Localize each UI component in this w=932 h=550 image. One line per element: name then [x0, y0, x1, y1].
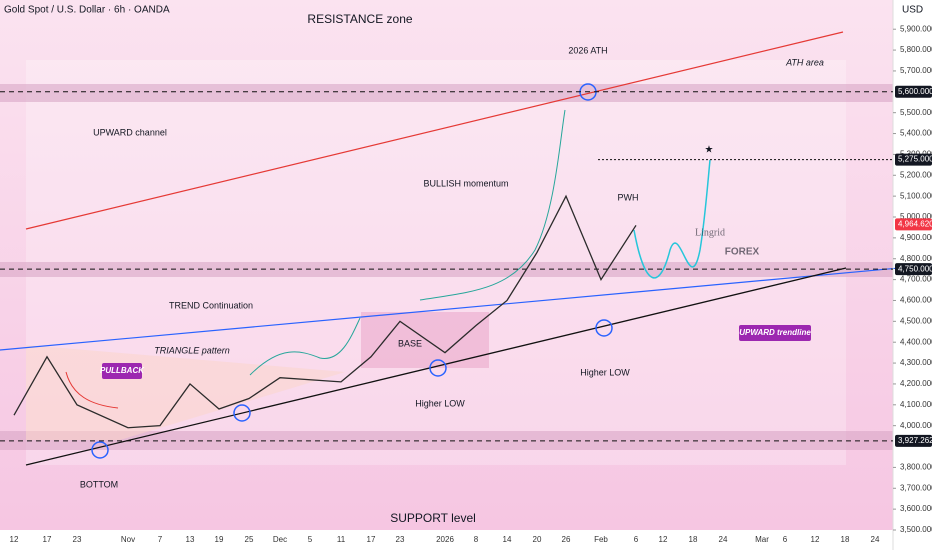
- upward-trendline: [0, 264, 932, 351]
- y-tick-label: 3,800.000: [900, 463, 932, 472]
- x-tick-label: 12: [10, 535, 19, 544]
- x-tick-label: 11: [337, 535, 346, 544]
- annotation: BASE: [398, 338, 422, 348]
- x-tick-label: 5: [308, 535, 313, 544]
- x-tick-label: 23: [73, 535, 82, 544]
- y-tick-label: 4,700.000: [900, 275, 932, 284]
- x-tick-label: 26: [562, 535, 571, 544]
- x-tick-label: 8: [474, 535, 479, 544]
- level-label: 5,600.000: [898, 87, 932, 96]
- target-star: ★: [705, 145, 714, 156]
- y-tick-label: 4,000.000: [900, 421, 932, 430]
- annotation: 2026 ATH: [568, 45, 607, 55]
- y-tick-label: 5,000.000: [900, 212, 932, 221]
- support-trendline: [25, 267, 847, 466]
- watermark: Lingrid: [695, 227, 725, 238]
- y-tick-label: 3,500.000: [900, 525, 932, 534]
- projection-arrow: [419, 109, 566, 301]
- annotation: BULLISH momentum: [423, 178, 508, 188]
- y-tick-label: 4,100.000: [900, 400, 932, 409]
- x-tick-label: 18: [841, 535, 850, 544]
- annotation-box: [739, 325, 811, 341]
- x-tick-label: 12: [811, 535, 820, 544]
- level-label-box: [895, 153, 932, 166]
- price-line: [13, 194, 637, 429]
- y-tick-label: 5,500.000: [900, 108, 932, 117]
- y-tick-label: 3,700.000: [900, 483, 932, 492]
- level-label: 5,275.000: [898, 155, 932, 164]
- ath-zone: [0, 84, 893, 102]
- annotation: UPWARD trendline: [739, 328, 811, 337]
- x-tick-label: 23: [396, 535, 405, 544]
- pullback-arrow: [65, 371, 119, 409]
- x-tick-label: 25: [245, 535, 254, 544]
- currency: USD: [902, 5, 923, 16]
- x-tick-label: 7: [158, 535, 163, 544]
- x-tick-label: 13: [186, 535, 195, 544]
- x-tick-label: Dec: [273, 535, 287, 544]
- y-tick-label: 5,100.000: [900, 191, 932, 200]
- symbol-title: Gold Spot / U.S. Dollar · 6h · OANDA: [4, 5, 170, 16]
- base-box: [361, 312, 489, 368]
- annotation-box: [102, 363, 142, 379]
- resistance-support-zone: [0, 262, 893, 277]
- level-label-box: [895, 218, 932, 231]
- x-tick-label: 14: [503, 535, 512, 544]
- x-tick-label: 24: [871, 535, 880, 544]
- annotation: UPWARD channel: [93, 127, 167, 137]
- x-tick-label: 18: [689, 535, 698, 544]
- annotation: ATH area: [785, 57, 824, 67]
- projection-arrow: [249, 317, 361, 376]
- annotation: Higher LOW: [580, 367, 630, 377]
- annotation: RESISTANCE zone: [307, 12, 412, 26]
- support-zone: [0, 431, 893, 450]
- y-tick-label: 4,500.000: [900, 316, 932, 325]
- y-tick-label: 4,300.000: [900, 358, 932, 367]
- annotation: PULLBACK: [100, 366, 145, 375]
- annotation: TRIANGLE pattern: [154, 345, 230, 355]
- level-label-box: [895, 85, 932, 98]
- y-tick-label: 4,600.000: [900, 296, 932, 305]
- annotation: TREND Continuation: [169, 300, 253, 310]
- annotation: SUPPORT level: [390, 511, 476, 525]
- x-tick-label: 19: [215, 535, 224, 544]
- x-tick-label: 12: [659, 535, 668, 544]
- x-tick-label: 2026: [436, 535, 454, 544]
- y-tick-label: 5,200.000: [900, 170, 932, 179]
- x-tick-label: 17: [43, 535, 52, 544]
- level-label-box: [895, 434, 932, 447]
- y-tick-label: 4,900.000: [900, 233, 932, 242]
- y-tick-label: 4,800.000: [900, 254, 932, 263]
- x-tick-label: 6: [634, 535, 639, 544]
- watermark: FOREX: [725, 247, 760, 258]
- x-tick-label: 17: [367, 535, 376, 544]
- y-tick-label: 5,400.000: [900, 129, 932, 138]
- y-tick-label: 4,200.000: [900, 379, 932, 388]
- level-label: 3,927.262: [898, 436, 932, 445]
- y-tick-label: 5,700.000: [900, 66, 932, 75]
- y-tick-label: 5,800.000: [900, 45, 932, 54]
- level-label-box: [895, 263, 932, 276]
- annotation: Higher LOW: [415, 398, 465, 408]
- projection-path: [633, 159, 711, 279]
- y-tick-label: 5,900.000: [900, 24, 932, 33]
- x-tick-label: Nov: [121, 535, 135, 544]
- x-tick-label: Feb: [594, 535, 608, 544]
- level-label: 4,750.000: [898, 264, 932, 273]
- x-tick-label: 24: [719, 535, 728, 544]
- x-tick-label: Mar: [755, 535, 769, 544]
- annotation: BOTTOM: [80, 479, 118, 489]
- annotation: PWH: [618, 192, 639, 202]
- upper-channel-line: [25, 31, 844, 230]
- y-tick-label: 4,400.000: [900, 337, 932, 346]
- level-label: 4,964.620: [898, 219, 932, 228]
- y-tick-label: 3,600.000: [900, 504, 932, 513]
- x-tick-label: 6: [783, 535, 788, 544]
- x-tick-label: 20: [533, 535, 542, 544]
